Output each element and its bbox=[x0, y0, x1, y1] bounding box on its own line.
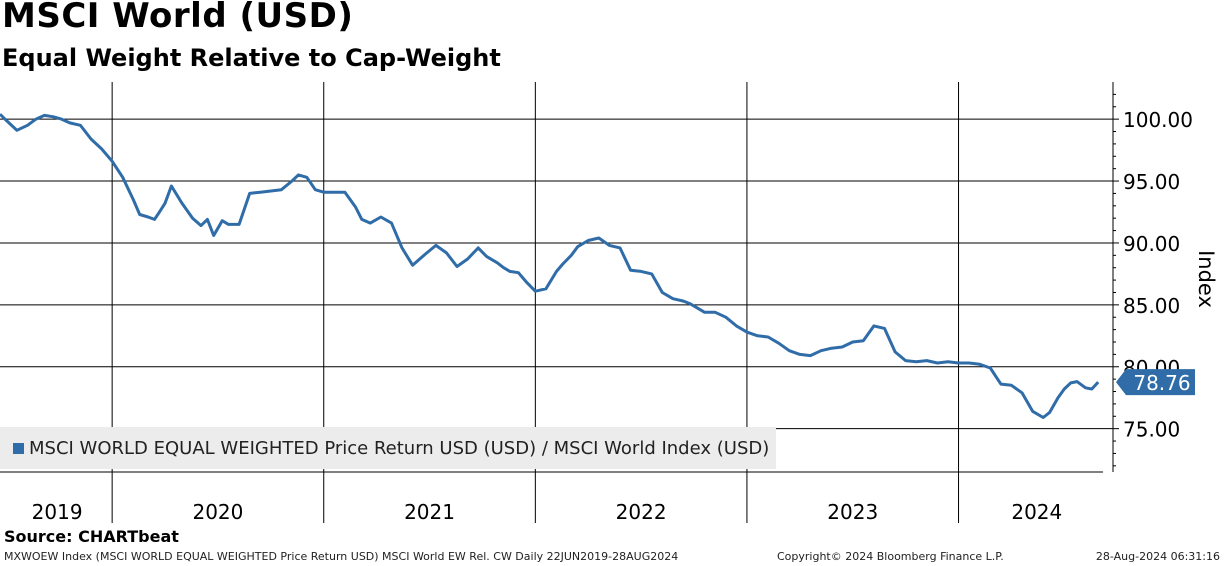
footer-copyright: Copyright© 2024 Bloomberg Finance L.P. bbox=[777, 550, 1004, 563]
chart-title: MSCI World (USD) bbox=[2, 0, 354, 36]
source-note: Source: CHARTbeat bbox=[4, 527, 179, 546]
y-tick-label: 90.00 bbox=[1123, 232, 1180, 256]
series-line bbox=[0, 113, 1100, 419]
x-tick-label: 2022 bbox=[616, 500, 667, 524]
x-tick-label: 2023 bbox=[827, 500, 878, 524]
y-tick-label: 85.00 bbox=[1123, 294, 1180, 318]
footer-ticker-info: MXWOEW Index (MSCI WORLD EQUAL WEIGHTED … bbox=[4, 550, 679, 563]
last-value-tag: 78.76 bbox=[1116, 369, 1195, 396]
y-tick-label: 75.00 bbox=[1123, 418, 1180, 442]
x-tick-label: 2019 bbox=[32, 500, 83, 524]
y-axis-label: Index bbox=[1194, 250, 1218, 308]
last-value-label: 78.76 bbox=[1133, 371, 1190, 395]
legend-swatch bbox=[13, 442, 24, 454]
legend: MSCI WORLD EQUAL WEIGHTED Price Return U… bbox=[0, 427, 776, 469]
x-tick-label: 2024 bbox=[1011, 500, 1062, 524]
last-value-marker bbox=[1116, 369, 1195, 396]
y-tick-label: 100.00 bbox=[1123, 108, 1193, 132]
y-tick-label: 95.00 bbox=[1123, 170, 1180, 194]
x-tick-label: 2020 bbox=[192, 500, 243, 524]
chart-subtitle: Equal Weight Relative to Cap-Weight bbox=[2, 44, 501, 72]
footer-timestamp: 28-Aug-2024 06:31:16 bbox=[1095, 550, 1220, 563]
legend-label: MSCI WORLD EQUAL WEIGHTED Price Return U… bbox=[29, 437, 770, 459]
x-tick-label: 2021 bbox=[404, 500, 455, 524]
x-axis: 2019 2020 2021 2022 2023 2024 bbox=[0, 471, 1103, 524]
